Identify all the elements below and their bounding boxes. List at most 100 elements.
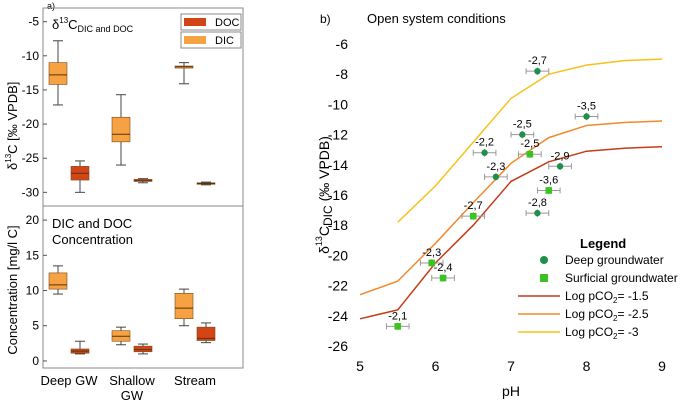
ylabel-sub: DIC [321, 205, 335, 226]
y-tick-label: -14 [328, 157, 348, 173]
surficial-groundwater-point: -2,5 [518, 138, 542, 159]
legend-label-suffix: = -3 [617, 325, 638, 339]
box-doc-shallow-gw [133, 178, 153, 184]
y-tick-label: -24 [328, 308, 348, 324]
box-dic-shallow-gw [111, 326, 131, 346]
y-tick-label: -26 [328, 338, 348, 354]
y-tick-label: 15 [26, 248, 40, 262]
surficial-groundwater-point: -3,6 [536, 174, 561, 195]
ylabel-sup: 13 [4, 153, 13, 162]
legend-label: Surficial groundwater [565, 271, 678, 285]
box-doc-stream [196, 181, 216, 186]
box-dic-shallow-gw [111, 94, 131, 166]
point-label: -3,6 [539, 174, 558, 186]
ylabel-sup: 13 [314, 236, 324, 246]
point-marker [469, 212, 477, 220]
point-marker [556, 163, 564, 170]
y-tick-label: -6 [336, 36, 349, 52]
panel-b-label: b) [320, 12, 331, 26]
y-tick-label: -25 [22, 151, 40, 165]
point-label: -2,4 [434, 262, 453, 274]
y-tick-label: 0 [32, 354, 39, 368]
y-tick-label: -10 [328, 96, 348, 112]
legend-swatch [184, 36, 206, 44]
surficial-groundwater-point: -2,4 [431, 262, 455, 282]
legend-title: Legend [580, 236, 626, 251]
point-label: -2,9 [551, 150, 570, 162]
deep-groundwater-point: -2,7 [525, 55, 550, 75]
y-tick-label: -5 [28, 15, 39, 29]
y-tick-label: -20 [22, 117, 40, 131]
point-label: -2,5 [513, 119, 532, 131]
point-label: -2,3 [486, 161, 505, 173]
box-dic-stream [174, 288, 194, 327]
legend-label: Deep groundwater [565, 253, 664, 267]
box-doc-deep-gw [70, 340, 90, 355]
ylabel-delta: δ [5, 163, 20, 170]
surficial-groundwater-point: -2,7 [461, 200, 486, 220]
box-body [48, 62, 68, 85]
point-label: -2,1 [388, 310, 407, 322]
panel-a-bottom-title-line1: DIC and DOC [52, 216, 132, 231]
legend-label: Log pCO2= -1.5 [565, 289, 649, 305]
x-tick-label: 6 [432, 358, 440, 374]
point-marker [534, 67, 541, 75]
category-label: Stream [174, 373, 216, 388]
point-marker [534, 209, 541, 217]
point-label: -2,8 [528, 197, 547, 209]
box-dic-deep-gw [48, 40, 68, 106]
legend-label-suffix: = -1.5 [617, 289, 648, 303]
panel-a-legend: DOC DIC [180, 13, 242, 49]
panel-a-label: a) [47, 1, 55, 11]
box-dic-stream [174, 62, 194, 85]
box-doc-stream [196, 322, 216, 344]
title-c: C [68, 17, 77, 32]
legend-label-prefix: Log pCO [565, 307, 613, 321]
point-label: -3,5 [577, 100, 596, 112]
y-tick-label: 5 [32, 319, 39, 333]
y-tick-label: -16 [328, 187, 348, 203]
category-label: Shallow [109, 373, 155, 388]
legend-marker-square [540, 274, 548, 282]
legend-label-sub: 2 [613, 314, 618, 323]
point-label: -2,7 [528, 55, 547, 67]
model-line-1 [359, 145, 663, 320]
surficial-groundwater-point: -2,1 [385, 310, 410, 331]
point-marker [545, 187, 553, 194]
point-marker [481, 149, 488, 156]
box-body [48, 272, 68, 290]
ylabel-rest: C [‰ VPDB] [5, 82, 20, 154]
legend-label-sub: 2 [613, 296, 618, 305]
y-tick-label: -12 [328, 127, 348, 143]
category-label: Deep GW [40, 373, 98, 388]
deep-groundwater-point: -2,3 [484, 161, 508, 181]
y-tick-label: -8 [336, 66, 349, 82]
legend-label-prefix: Log pCO [565, 289, 613, 303]
model-line-2 [359, 120, 663, 296]
point-marker [526, 150, 534, 158]
x-tick-label: 9 [658, 358, 666, 374]
point-marker [439, 274, 447, 282]
surficial-groundwater-point: -2,3 [419, 247, 444, 267]
panel-a-top-ylabel: δ13C [‰ VPDB] [4, 82, 20, 170]
x-tick-label: 5 [356, 358, 364, 374]
y-tick-label: -10 [22, 49, 40, 63]
box-doc-deep-gw [70, 160, 90, 193]
y-tick-label: -20 [328, 247, 348, 263]
deep-groundwater-point: -2,5 [510, 119, 535, 139]
y-tick-label: -15 [22, 83, 40, 97]
point-marker [394, 323, 402, 330]
x-axis-label: pH [502, 383, 520, 399]
panel-a-bottom-frame [42, 205, 244, 369]
legend-label: DOC [215, 17, 240, 29]
y-tick-label: -18 [328, 217, 348, 233]
y-tick-label: 20 [26, 213, 40, 227]
y-tick-label: 10 [26, 284, 40, 298]
box-doc-shallow-gw [133, 343, 153, 355]
category-label: GW [121, 388, 144, 403]
y-tick-label: -30 [22, 185, 40, 199]
point-marker [492, 173, 500, 181]
box-body [133, 345, 153, 353]
deep-groundwater-point: -2,8 [525, 197, 550, 217]
